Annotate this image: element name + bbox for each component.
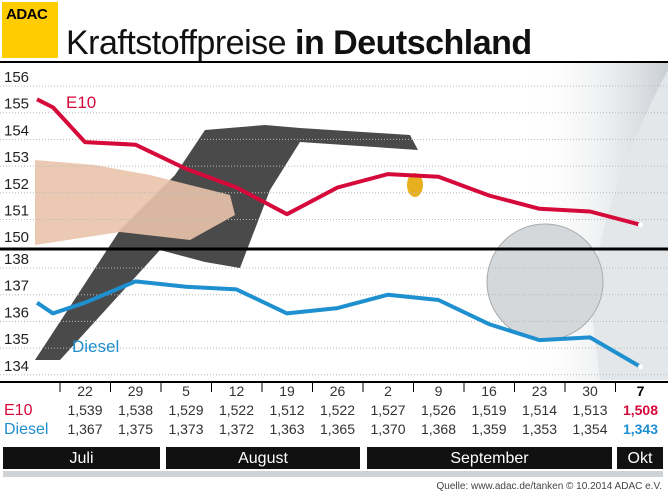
- data-point-e10: [638, 222, 643, 228]
- data-point-diesel: [638, 364, 643, 370]
- diesel-price-cell: 1,373: [168, 421, 204, 437]
- y-tick-label: 138: [4, 251, 29, 268]
- e10-price-cell: 1,522: [218, 402, 255, 418]
- date-label: 23: [531, 383, 548, 399]
- diesel-price-cell: 1,363: [269, 421, 305, 437]
- y-tick-label: 136: [4, 304, 29, 321]
- e10-price-cell: 1,527: [370, 402, 406, 418]
- page-title: Kraftstoffpreise in Deutschland: [66, 24, 532, 63]
- e10-price-cell: 1,539: [67, 402, 103, 418]
- y-tick-label: 156: [4, 69, 29, 86]
- e10-row-label: E10: [4, 402, 33, 419]
- diesel-price-cell: 1,354: [572, 421, 608, 437]
- y-tick-label: 137: [4, 278, 29, 295]
- e10-price-cell: 1,522: [319, 402, 356, 418]
- y-tick-label: 152: [4, 176, 29, 193]
- e10-price-cell: 1,519: [471, 402, 507, 418]
- date-label: 29: [127, 383, 144, 399]
- diesel-price-cell: 1,375: [117, 421, 154, 437]
- month-august: August: [166, 447, 360, 469]
- diesel-price-cell: 1,343: [622, 421, 659, 437]
- logo-text: ADAC: [6, 6, 48, 23]
- series-line-e10: [36, 97, 642, 227]
- y-tick-label: 154: [4, 122, 29, 139]
- series-label-diesel: Diesel: [72, 337, 119, 356]
- e10-price-cell: 1,529: [168, 402, 204, 418]
- date-label: 5: [182, 383, 190, 399]
- y-tick-label: 134: [4, 358, 29, 375]
- diesel-price-cell: 1,370: [370, 421, 406, 437]
- date-label: 12: [228, 383, 245, 399]
- y-tick-label: 150: [4, 229, 29, 246]
- hand-image: [35, 160, 235, 245]
- diesel-price-cell: 1,359: [471, 421, 507, 437]
- y-tick-label: 155: [4, 96, 29, 113]
- month-september: September: [367, 447, 612, 469]
- fuel-drop-icon: [407, 173, 423, 197]
- series-line-diesel: [35, 279, 642, 369]
- diesel-price-cell: 1,368: [420, 421, 457, 437]
- e10-price-cell: 1,538: [117, 402, 154, 418]
- month-juli: Juli: [3, 447, 160, 469]
- diesel-row-label: Diesel: [4, 421, 49, 438]
- fuel-nozzle-image: [35, 125, 418, 360]
- y-tick-label: 153: [4, 149, 29, 166]
- e10-price-cell: 1,513: [572, 402, 608, 418]
- diesel-price-cell: 1,372: [218, 421, 255, 437]
- e10-price-cell: 1,508: [622, 402, 659, 418]
- title-bold: in Deutschland: [295, 24, 532, 62]
- date-label: 19: [279, 383, 295, 399]
- e10-price-cell: 1,526: [420, 402, 457, 418]
- fuel-cap-icon: [486, 223, 604, 341]
- car-body-shape: [590, 70, 668, 380]
- diesel-price-cell: 1,353: [521, 421, 558, 437]
- y-tick-label: 151: [4, 203, 29, 220]
- diesel-price-cell: 1,367: [67, 421, 103, 437]
- e10-price-cell: 1,514: [521, 402, 558, 418]
- source-note: Quelle: www.adac.de/tanken © 10.2014 ADA…: [436, 481, 662, 492]
- date-label: 22: [77, 383, 93, 399]
- title-normal: Kraftstoffpreise: [66, 24, 287, 62]
- adac-logo: ADAC: [2, 2, 58, 58]
- footer-strip: [3, 471, 663, 477]
- date-label: 9: [434, 383, 443, 399]
- y-tick-label: 135: [4, 331, 29, 348]
- series-label-e10: E10: [66, 93, 96, 112]
- date-label: 2: [384, 383, 392, 399]
- date-label: 30: [582, 383, 598, 399]
- e10-price-cell: 1,512: [269, 402, 305, 418]
- date-label: 26: [329, 383, 346, 399]
- month-okt: Okt: [617, 447, 663, 469]
- date-label: 16: [481, 383, 497, 399]
- date-label: 7: [636, 383, 645, 399]
- diesel-price-cell: 1,365: [319, 421, 356, 437]
